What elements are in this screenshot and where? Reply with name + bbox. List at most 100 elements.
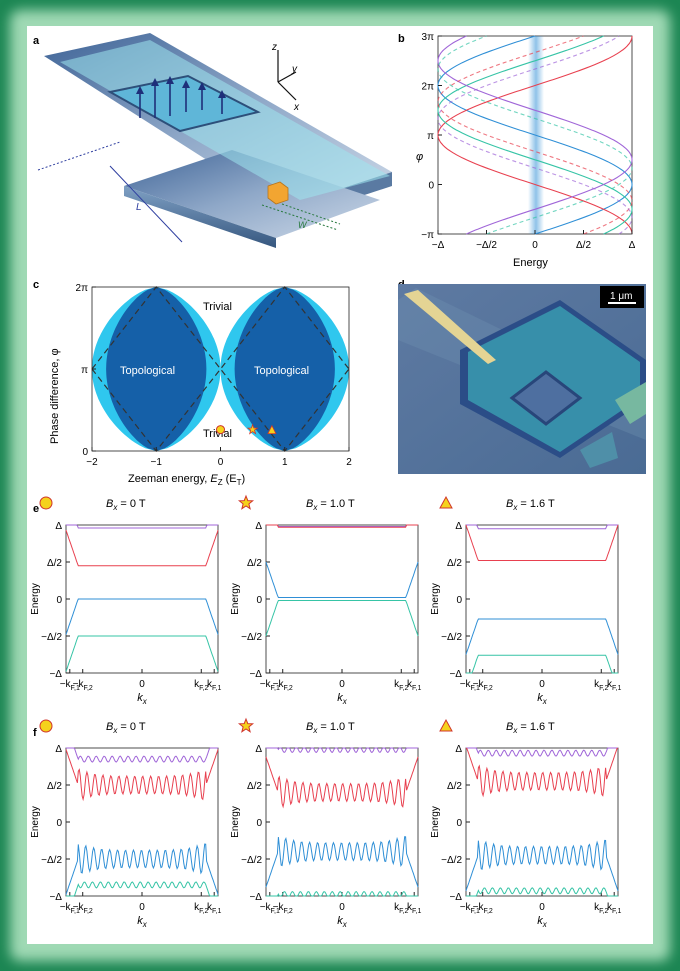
band-plot-ytick-label: −Δ (249, 669, 262, 680)
band-plot-f-1: Bx = 1.0 T Δ Δ/2 0 −Δ/2 −Δ−kF,1−kF,2 0 kF,2kF,1… (230, 717, 421, 929)
panel-e-plots: Bx = 0 TΔΔ/20−Δ/2−Δ−kF,1−kF,2 0 kF,2kF,1En… (30, 494, 621, 706)
scalebar-label: 1 μm (610, 291, 632, 302)
band-plot-ytick-label: −Δ/2 (441, 855, 462, 866)
band-curve-0 (66, 747, 218, 763)
band-plot-xlabel: kx (537, 692, 548, 706)
panel-c-letter: c (33, 279, 39, 291)
band-curve-1 (266, 524, 418, 528)
panel-b-xlabel: Energy (513, 257, 548, 269)
width-label: W (298, 220, 308, 230)
marker-star-icon (237, 717, 255, 733)
panel-c-xtick-label: 0 (218, 457, 224, 468)
marker-triangle-icon (439, 495, 453, 509)
andreev-curve-2 (437, 35, 633, 235)
band-plot-xtick-label: kF,1 (207, 902, 221, 915)
band-plot-axes-box (65, 747, 219, 897)
band-plot-ytick-label: −Δ/2 (241, 855, 262, 866)
panel-c-phase-diagram (91, 286, 350, 452)
topological-region-right-inner (234, 287, 335, 451)
band-plot-ylabel: Energy (430, 806, 441, 838)
band-plot-xtick-label: kF,2 (194, 679, 208, 692)
band-plot-ytick-label: Δ (255, 744, 262, 755)
band-plot-ytick-label: 0 (256, 818, 262, 829)
field-title: Bx = 1.0 T (306, 498, 355, 512)
band-plot-ytick-label: −Δ (249, 892, 262, 903)
band-plot-xtick-label: −kF,1 (460, 902, 480, 915)
marker-star-icon (237, 494, 255, 510)
marker-circle-icon (39, 496, 53, 510)
band-curve-2 (465, 839, 619, 891)
device-lower-arm-side (124, 186, 276, 248)
band-plot-xtick-label: 0 (539, 679, 545, 690)
band-plot-ytick-label: Δ (55, 521, 62, 532)
band-curve-3 (466, 887, 618, 897)
dimension-L (37, 141, 183, 243)
field-title: Bx = 1.6 T (506, 498, 555, 512)
marker-triangle-icon (267, 424, 277, 434)
band-plot-ytick-label: Δ/2 (447, 558, 462, 569)
panel-c-xtick-label: −2 (86, 457, 98, 468)
panel-f: f Bx = 0 TΔΔ/20−Δ/2−Δ−kF,1−kF,2 0 kF,2kF,1… (30, 717, 621, 929)
sem-bottom-contact (580, 432, 618, 468)
band-plot-ytick-label: Δ/2 (47, 558, 62, 569)
band-plot-ytick-label: −Δ/2 (441, 632, 462, 643)
band-plot-xlabel: kx (137, 915, 148, 929)
panel-b-xtick-label: Δ/2 (576, 240, 591, 251)
band-curve-0 (66, 524, 218, 529)
panel-c-xlabel: Zeeman energy, EZ (ET) (128, 473, 245, 487)
panel-b-ytick-label: −π (421, 230, 434, 241)
field-title: Bx = 1.6 T (506, 721, 555, 735)
band-plot-e-2: Bx = 1.6 T Δ Δ/2 0 −Δ/2 −Δ−kF,1−kF,2 0 kF,2kF,1… (430, 495, 621, 706)
region-topological-right: Topological (254, 365, 309, 377)
band-plot-ytick-label: −Δ/2 (41, 632, 62, 643)
panel-a: a (33, 33, 392, 248)
band-plot-xtick-label: kF,2 (594, 902, 608, 915)
sem-gold-probe (404, 290, 496, 364)
band-curve-1 (65, 749, 219, 802)
band-plot-xtick-label: kF,1 (607, 902, 621, 915)
band-plot-ytick-label: Δ/2 (247, 781, 262, 792)
andreev-curve-5 (437, 35, 633, 235)
andreev-curve-6 (437, 35, 633, 235)
band-plot-ytick-label: Δ/2 (447, 781, 462, 792)
panel-a-letter: a (33, 35, 40, 47)
panel-b-xtick-label: Δ (629, 240, 636, 251)
band-plot-ytick-label: Δ (55, 744, 62, 755)
band-plot-xtick-label: −kF,1 (60, 679, 80, 692)
band-plot-xtick-label: −kF,1 (460, 679, 480, 692)
panel-c-xtick-label: −1 (151, 457, 163, 468)
panel-e: e Bx = 0 TΔΔ/20−Δ/2−Δ−kF,1−kF,2 0 kF,2kF,1… (30, 494, 621, 706)
panel-b-xtick-label: 0 (532, 240, 538, 251)
flux-arrows (139, 82, 223, 118)
band-plot-xtick-label: 0 (139, 679, 145, 690)
band-plot-f-0: Bx = 0 T Δ Δ/2 0 −Δ/2 −Δ−kF,1−kF,2 0 kF,2kF,1 En… (30, 719, 221, 929)
band-plot-xtick-label: −kF,1 (60, 902, 80, 915)
panel-f-letter: f (33, 727, 37, 739)
band-plot-xtick-label: kF,1 (407, 902, 421, 915)
band-plot-xtick-label: kF,2 (394, 902, 408, 915)
band-plot-f-2: Bx = 1.6 T Δ Δ/2 0 −Δ/2 −Δ−kF,1−kF,2 0 kF,2kF,1… (430, 718, 621, 929)
band-plot-ytick-label: −Δ (449, 669, 462, 680)
band-plot-axes-box (265, 747, 419, 897)
band-plot-xtick-label: 0 (539, 902, 545, 913)
band-plot-xtick-label: 0 (139, 902, 145, 913)
panel-b-curves (437, 35, 633, 235)
axis-y-label: y (291, 64, 298, 75)
band-plot-xtick-label: kF,2 (594, 679, 608, 692)
band-curve-3 (66, 881, 218, 897)
band-plot-axes-box (465, 747, 619, 897)
band-plot-ytick-label: Δ (455, 521, 462, 532)
field-title: Bx = 1.0 T (306, 721, 355, 735)
panel-b-ytick-label: π (427, 131, 434, 142)
axis-x-label: x (293, 102, 300, 113)
band-curve-0 (266, 747, 418, 754)
panel-b: b 3π 2π π 0 −π −Δ −Δ/2 0 Δ/2 Δ φ Energy (398, 32, 636, 269)
panel-b-yticks: 3π 2π π 0 −π (421, 32, 442, 241)
band-plot-xtick-label: −kF,2 (473, 902, 493, 915)
band-plot-ylabel: Energy (30, 806, 41, 838)
band-plot-ytick-label: Δ (255, 521, 262, 532)
band-plot-xtick-label: −kF,1 (260, 679, 280, 692)
dimension-W (261, 203, 341, 231)
sem-right-contact (615, 382, 646, 424)
length-label: L (136, 202, 142, 213)
